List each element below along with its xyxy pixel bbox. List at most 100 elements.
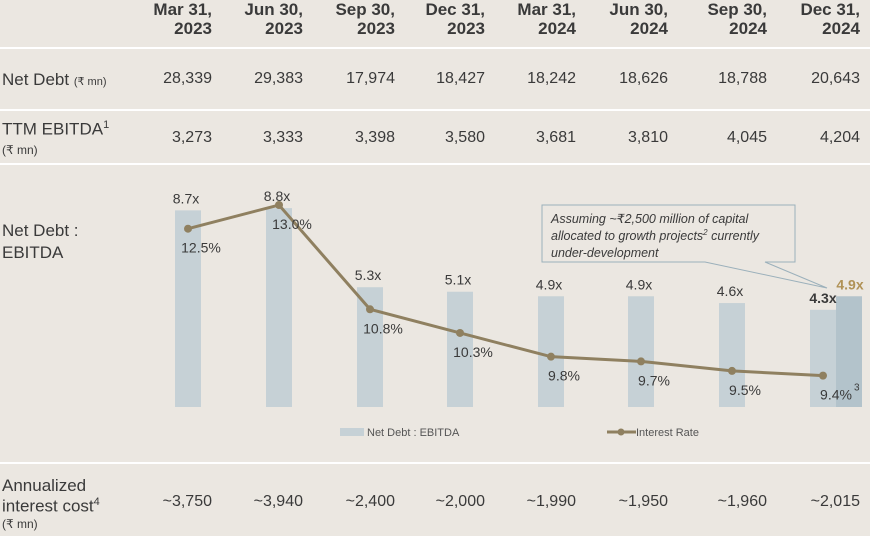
table-cell: 3,810 xyxy=(627,129,668,146)
bar-value-label: 4.9x xyxy=(536,276,562,292)
table-cell: ~2,000 xyxy=(435,493,485,510)
table-cell: 3,580 xyxy=(444,129,485,146)
legend-bar-swatch xyxy=(340,428,364,436)
annotation-footnote: 2 xyxy=(702,228,708,237)
table-cell: ~1,960 xyxy=(717,493,767,510)
table-cell: 3,273 xyxy=(171,129,212,146)
interest-rate-point xyxy=(275,201,283,209)
interest-rate-label: 13.0% xyxy=(272,216,312,232)
column-header-line: 2023 xyxy=(265,19,303,38)
column-header: Mar 31, 2023 xyxy=(122,0,212,38)
ttm-ebitda-footnote: 1 xyxy=(103,119,110,131)
ttm-ebitda-label: TTM EBITDA1 xyxy=(2,119,109,140)
net-debt-label-text: Net Debt xyxy=(2,70,70,89)
column-header-line: 2023 xyxy=(174,19,212,38)
annotation-line2-text: allocated to growth projects xyxy=(551,229,703,243)
column-header-line: Mar 31, xyxy=(153,0,212,19)
table-cell: 3,681 xyxy=(535,129,576,146)
interest-rate-point xyxy=(366,305,374,314)
bar xyxy=(628,296,654,407)
net-debt-unit: (₹ mn) xyxy=(73,76,107,88)
bar xyxy=(447,291,473,407)
net-debt-ebitda-chart: 8.7x 8.8x5.3x 5.1x 4.9x 4.9x 4.6x 4.3x4.9x12.5… xyxy=(173,188,864,439)
table-cell: 28,339 xyxy=(163,70,212,87)
bar xyxy=(538,296,564,407)
table-cell: 3,333 xyxy=(262,129,303,146)
bar xyxy=(266,208,292,407)
interest-rate-line xyxy=(187,203,824,378)
column-header: Sep 30, 2024 xyxy=(677,0,767,38)
bar-value-label: 5.3x xyxy=(355,267,381,283)
column-header-line: 2024 xyxy=(822,19,860,38)
column-header-line: 2024 xyxy=(630,19,668,38)
chart-label-line2: EBITDA xyxy=(2,243,64,262)
column-header: Jun 30, 2024 xyxy=(578,0,668,38)
interest-rate-label: 10.8% xyxy=(363,320,403,336)
interest-rate-label: 9.5% xyxy=(729,382,761,398)
legend-line-marker xyxy=(617,428,625,436)
interest-cost-label-line2: interest cost4 xyxy=(2,496,100,517)
column-header-line: Mar 31, xyxy=(517,0,576,19)
column-header-line: Jun 30, xyxy=(609,0,668,19)
interest-rate-label: 9.4% xyxy=(820,387,852,403)
bar xyxy=(357,287,383,407)
last-point-footnote: 3 xyxy=(854,383,860,394)
interest-cost-footnote: 4 xyxy=(93,496,100,508)
legend-line-label: Interest Rate xyxy=(636,427,699,439)
interest-cost-label-text: interest cost xyxy=(2,496,94,516)
interest-rate-label: 9.8% xyxy=(548,368,580,384)
interest-rate-point xyxy=(819,371,827,380)
bar xyxy=(175,210,201,407)
bar xyxy=(810,309,836,407)
row-divider xyxy=(0,163,870,165)
net-debt-label: Net Debt (₹ mn) xyxy=(2,70,107,90)
interest-rate-point xyxy=(637,357,645,366)
table-cell: ~2,015 xyxy=(810,493,860,510)
ttm-ebitda-label-text: TTM EBITDA xyxy=(2,119,104,139)
table-cell: 18,427 xyxy=(436,70,485,87)
column-header-line: Jun 30, xyxy=(244,0,303,19)
column-header-line: 2024 xyxy=(538,19,576,38)
column-header-line: Sep 30, xyxy=(707,0,767,19)
annotation-line1: Assuming ~₹2,500 million of capital xyxy=(550,212,750,226)
row-divider xyxy=(0,47,870,49)
table-cell: ~3,940 xyxy=(253,493,303,510)
interest-rate-point xyxy=(184,224,192,233)
row-divider xyxy=(0,109,870,111)
table-cell: 4,045 xyxy=(726,129,767,146)
annotation-callout-box xyxy=(541,204,828,289)
interest-cost-label-line1: Annualized xyxy=(2,476,87,495)
interest-rate-point xyxy=(456,328,464,337)
bar-value-label: 8.8x xyxy=(264,188,290,204)
interest-rate-label: 12.5% xyxy=(181,240,221,256)
column-header-line: 2024 xyxy=(729,19,767,38)
ttm-ebitda-unit: (₹ mn) xyxy=(2,143,38,157)
row-divider xyxy=(0,462,870,464)
table-cell: ~1,990 xyxy=(526,493,576,510)
column-header: Mar 31, 2024 xyxy=(486,0,576,38)
bar-value-label: 5.1x xyxy=(445,272,471,288)
table-cell: 20,643 xyxy=(811,70,860,87)
column-header: Sep 30, 2023 xyxy=(305,0,395,38)
annotation-line2: allocated to growth projects2 currently xyxy=(551,228,760,243)
interest-rate-label: 9.7% xyxy=(638,372,670,388)
table-cell: ~3,750 xyxy=(162,493,212,510)
bar-value-label: 4.6x xyxy=(717,283,743,299)
table-cell: 3,398 xyxy=(354,129,395,146)
table-cell: 4,204 xyxy=(819,129,860,146)
column-header: Jun 30, 2023 xyxy=(213,0,303,38)
table-cell: 29,383 xyxy=(254,70,303,87)
bar-value-label: 4.9x xyxy=(626,276,652,292)
interest-rate-label: 10.3% xyxy=(453,344,493,360)
legend-bar-label: Net Debt : EBITDA xyxy=(367,427,460,439)
interest-cost-unit: (₹ mn) xyxy=(2,517,38,531)
adjusted-bar-label: 4.9x xyxy=(836,276,863,292)
table-cell: 18,242 xyxy=(527,70,576,87)
table-cell: 18,626 xyxy=(619,70,668,87)
table-cell: 17,974 xyxy=(346,70,395,87)
interest-rate-point xyxy=(728,366,736,375)
adjusted-bar xyxy=(836,296,862,407)
interest-rate-point xyxy=(547,352,555,361)
chart-label-line1: Net Debt : xyxy=(2,221,79,240)
column-header-line: 2023 xyxy=(357,19,395,38)
